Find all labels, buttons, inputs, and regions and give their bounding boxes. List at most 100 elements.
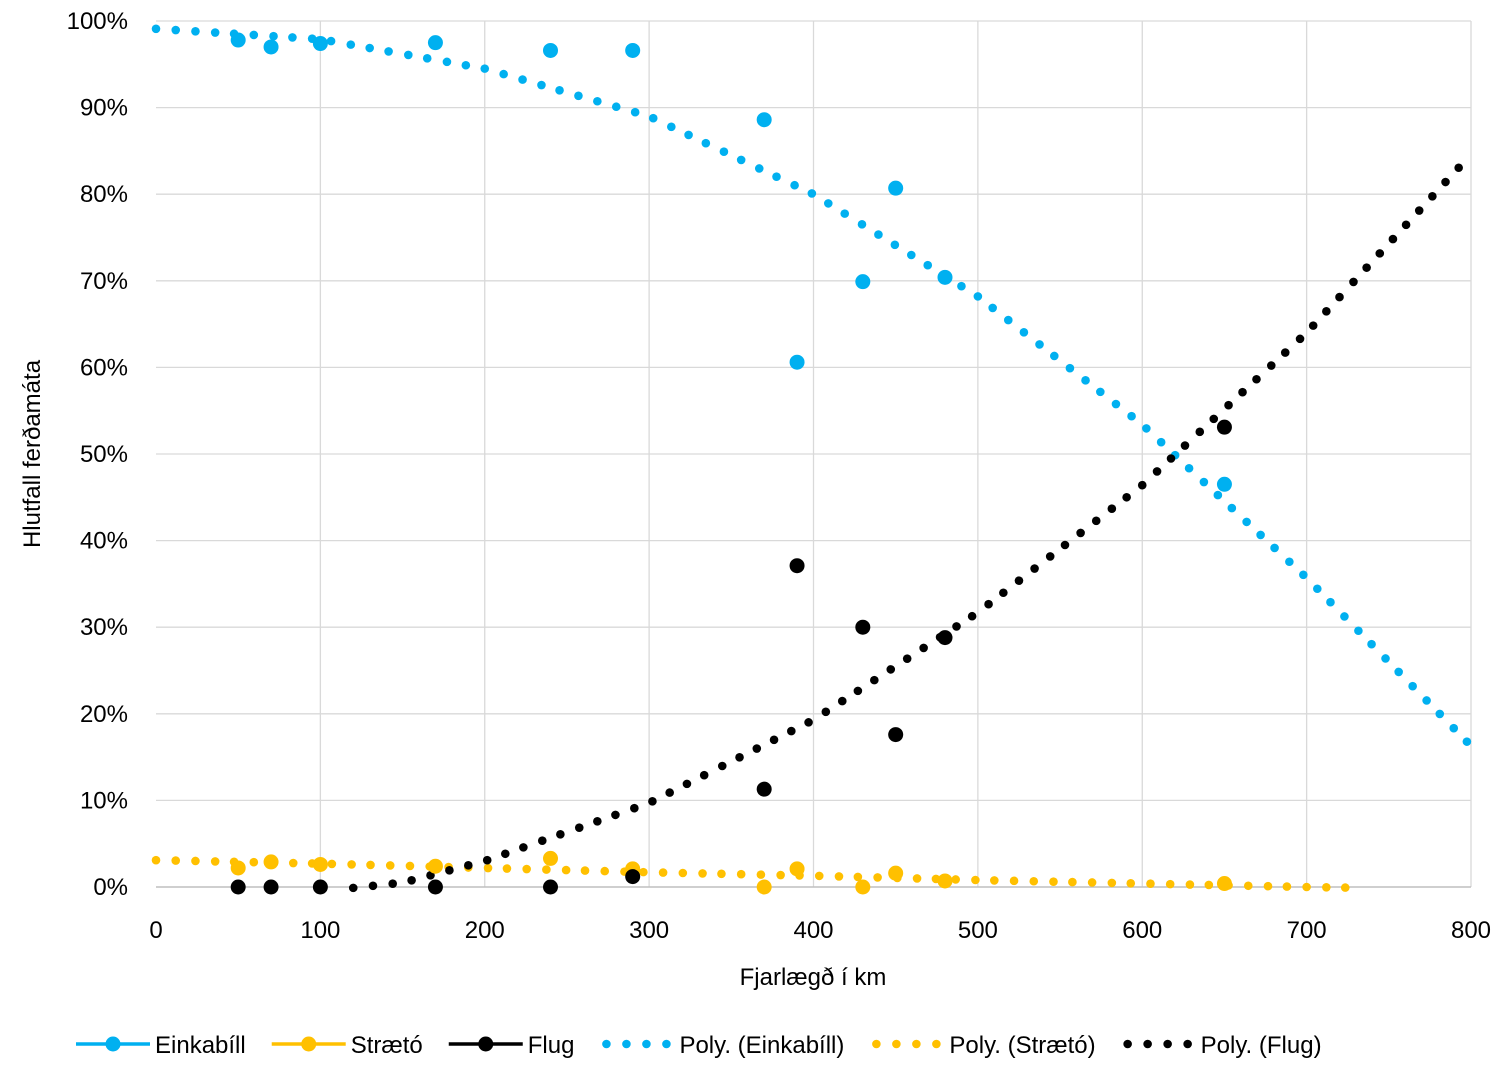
legend-marker-swatch <box>478 1036 494 1052</box>
y-tick-label: 30% <box>80 614 128 641</box>
trendline-dot <box>1127 411 1136 421</box>
trendline-dot <box>288 33 297 42</box>
trendline-dot <box>648 797 657 806</box>
trendline-dot <box>698 869 707 878</box>
data-point <box>543 42 558 58</box>
trendline-dot <box>857 220 867 229</box>
data-point <box>230 860 246 876</box>
trendline-dot <box>678 868 688 878</box>
legend-item: Flug <box>448 1032 574 1059</box>
trendline-dot <box>719 147 729 157</box>
trendline-dot <box>1068 877 1077 887</box>
trendline-dot <box>171 25 181 35</box>
y-tick-label: 80% <box>80 181 128 208</box>
trendline-dot <box>580 866 590 875</box>
trendline-dot <box>518 75 527 84</box>
trendline-dot <box>574 91 583 101</box>
trendline-dot <box>600 866 610 876</box>
legend-dot-swatch <box>622 1039 631 1049</box>
trendline-dot <box>756 870 766 879</box>
trendline-dot <box>385 861 395 870</box>
legend-dot-swatch <box>912 1039 921 1049</box>
legend-dot-swatch <box>932 1039 941 1049</box>
data-point <box>543 850 558 866</box>
data-point <box>937 873 953 889</box>
trendline-dot <box>902 654 912 663</box>
trendline-dot <box>957 281 966 291</box>
trendline-dot <box>542 865 551 874</box>
trendline-dot <box>776 870 785 880</box>
trendline-dot <box>873 873 882 882</box>
trendline-dot <box>1401 220 1411 230</box>
trendline-dot <box>611 810 620 820</box>
trendline-poly-str-t- <box>151 855 1350 892</box>
trendline-dot <box>717 869 726 879</box>
series-flug <box>230 419 1232 895</box>
trendline-dot <box>519 843 528 852</box>
trendlines <box>151 24 1472 893</box>
trendline-dot <box>1096 387 1105 397</box>
y-axis-title: Hlutfall ferðamáta <box>19 359 46 548</box>
trendline-dot <box>870 675 879 685</box>
legend: Einkabíll Strætó Flug Poly. (Einkabíll) Poly… <box>76 1032 1322 1059</box>
axes: 0% 10% 20% 30% 40% 50% 60% 70% 80% 90% 100% 0 100 200… <box>67 8 1491 944</box>
legend-dot-swatch <box>1143 1039 1152 1049</box>
trendline-dot <box>682 779 692 789</box>
trendline-dot <box>665 788 674 797</box>
x-tick-label: 200 <box>465 917 505 944</box>
trendline-dot <box>464 861 473 870</box>
trendline-dot <box>1299 570 1308 580</box>
trendline-dot <box>874 230 883 239</box>
trendline-dot <box>1014 576 1024 585</box>
trendline-dot <box>1308 321 1318 330</box>
data-point <box>230 879 246 895</box>
trendline-dot <box>951 875 960 884</box>
trendline-dot <box>1137 480 1147 490</box>
trendline-dot <box>684 130 693 140</box>
trendline-dot <box>522 864 531 874</box>
trendline-dot <box>366 860 375 870</box>
trendline-dot <box>288 858 298 868</box>
y-tick-label: 70% <box>80 268 128 295</box>
trendline-dot <box>461 60 471 70</box>
trendline-dot <box>611 102 621 112</box>
trendline-dot <box>1335 292 1344 302</box>
trendline-dot <box>821 707 831 717</box>
trendline-dot <box>151 24 161 34</box>
trendline-dot <box>1029 876 1039 886</box>
trendline-dot <box>971 875 980 885</box>
y-tick-label: 100% <box>67 8 128 35</box>
trendline-dot <box>840 209 850 218</box>
trendline-dot <box>834 872 844 881</box>
gridlines <box>156 20 1472 887</box>
trendline-dot <box>1367 639 1376 649</box>
data-point <box>789 558 805 574</box>
legend-marker-swatch <box>301 1036 317 1052</box>
trendline-dot <box>1340 883 1350 892</box>
trendline-dot <box>1375 249 1385 258</box>
trendline-dot <box>1454 163 1463 173</box>
series-strætó <box>230 850 1232 895</box>
data-point <box>625 869 641 885</box>
data-point <box>263 854 279 870</box>
trendline-dot <box>853 872 863 882</box>
trendline-dot <box>1152 467 1162 476</box>
trendline-dot <box>752 744 762 753</box>
data-point <box>625 42 641 58</box>
trendline-dot <box>648 113 658 123</box>
trendline-dot <box>701 138 711 148</box>
trendline-dot <box>1428 191 1437 201</box>
data-point <box>789 861 805 877</box>
trendline-dot <box>1227 503 1237 513</box>
trendline-dot <box>407 875 416 885</box>
trendline-dot <box>890 240 900 250</box>
data-point <box>427 858 443 874</box>
trendline-dot <box>1076 528 1085 538</box>
trendline-dot <box>952 622 961 631</box>
x-axis-title: Fjarlægð í km <box>740 964 887 991</box>
trendline-dot <box>327 859 337 869</box>
trendline-dot <box>1204 880 1214 890</box>
trendline-dot <box>1435 709 1445 719</box>
trendline-dot <box>1326 597 1335 607</box>
